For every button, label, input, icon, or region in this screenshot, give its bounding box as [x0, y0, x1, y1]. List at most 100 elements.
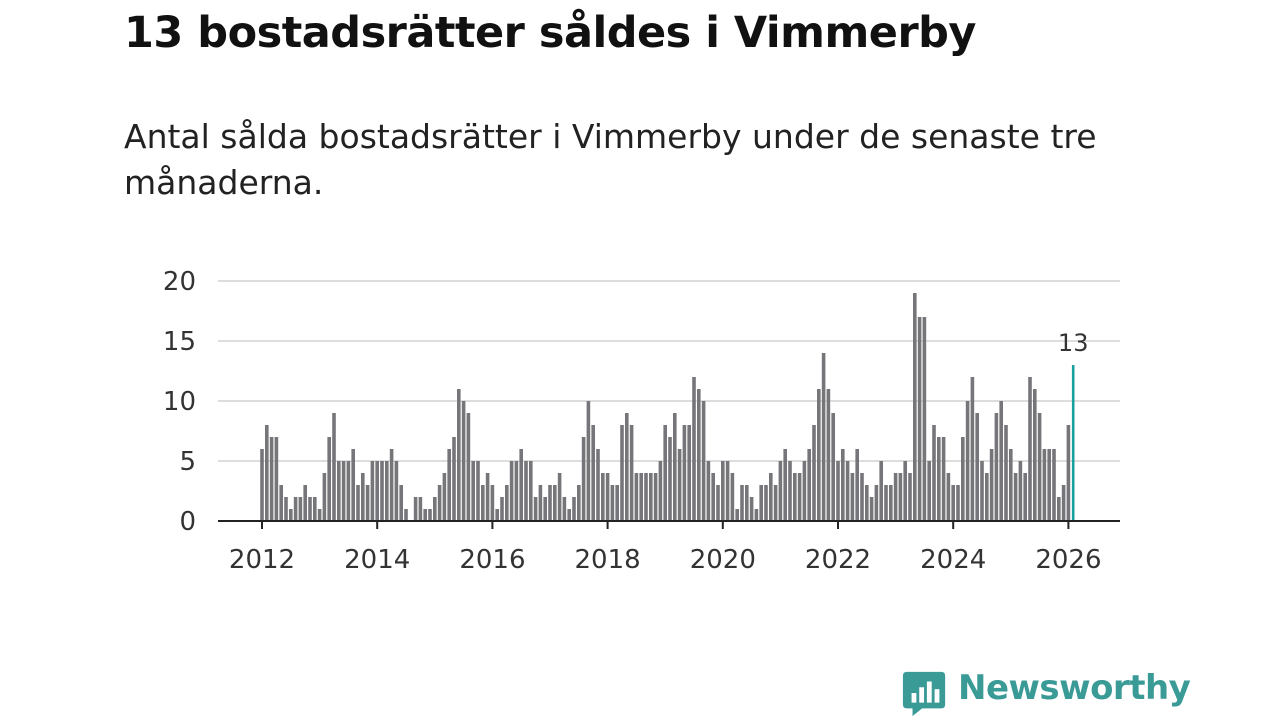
- bar: [605, 473, 610, 521]
- bar: [389, 449, 394, 521]
- x-tick-label: 2026: [1035, 545, 1101, 575]
- y-tick-label: 10: [163, 387, 196, 417]
- bar: [845, 461, 850, 521]
- bar: [1037, 413, 1042, 521]
- bar: [509, 461, 514, 521]
- bar: [913, 293, 917, 521]
- bar: [433, 497, 437, 521]
- bar: [850, 473, 855, 521]
- x-tick-label: 2018: [575, 545, 641, 575]
- bar: [793, 473, 797, 521]
- bar: [663, 425, 667, 521]
- bar: [1066, 425, 1071, 521]
- newsworthy-logo-icon: [902, 671, 946, 717]
- bar: [269, 437, 274, 521]
- bar: [625, 413, 629, 521]
- bar: [538, 485, 543, 521]
- bar: [557, 473, 562, 521]
- bar: [937, 437, 941, 521]
- bar: [956, 485, 960, 521]
- highlight-value-label: 13: [1058, 329, 1089, 357]
- bar: [341, 461, 346, 521]
- bar: [730, 473, 735, 521]
- bar: [639, 473, 643, 521]
- chart-subtitle: Antal sålda bostadsrätter i Vimmerby und…: [124, 117, 1097, 202]
- bar: [903, 461, 907, 521]
- bar: [759, 485, 763, 521]
- bar: [783, 449, 787, 521]
- bar: [1052, 449, 1056, 521]
- bar: [1013, 473, 1018, 521]
- bar: [869, 497, 874, 521]
- bar: [466, 413, 471, 521]
- bar: [927, 461, 931, 521]
- bar: [490, 485, 495, 521]
- bar: [620, 425, 624, 521]
- y-tick-label: 15: [163, 327, 196, 357]
- bar: [577, 485, 581, 521]
- bar: [437, 485, 442, 521]
- y-tick-label: 0: [179, 507, 196, 537]
- bar: [922, 317, 927, 521]
- y-tick-label: 20: [163, 267, 196, 297]
- bar: [764, 485, 768, 521]
- bar: [346, 461, 351, 521]
- brand-name: Newsworthy: [958, 668, 1191, 708]
- x-tick-label: 2012: [229, 545, 295, 575]
- bar: [826, 389, 831, 521]
- x-tick-label: 2024: [920, 545, 986, 575]
- bar: [303, 485, 307, 521]
- bar: [965, 401, 970, 521]
- bar: [644, 473, 648, 521]
- chart-title: 13 bostadsrätter såldes i Vimmerby: [124, 8, 976, 58]
- bar: [365, 485, 370, 521]
- bar: [1028, 377, 1032, 521]
- bar: [855, 449, 859, 521]
- bar: [524, 461, 528, 521]
- bar: [716, 485, 720, 521]
- bar: [399, 485, 403, 521]
- bar: [322, 473, 327, 521]
- bar: [327, 437, 331, 521]
- bar: [701, 401, 706, 521]
- bar: [332, 413, 336, 521]
- bar: [725, 461, 730, 521]
- bar: [985, 473, 989, 521]
- bar: [860, 473, 864, 521]
- bar: [567, 509, 571, 521]
- bar: [581, 437, 586, 521]
- bar: [442, 473, 447, 521]
- bar: [668, 437, 672, 521]
- bar: [874, 485, 879, 521]
- bar: [797, 473, 802, 521]
- bar: [898, 473, 903, 521]
- bar: [298, 497, 303, 521]
- bar: [413, 497, 418, 521]
- bar: [893, 473, 898, 521]
- bar: [562, 497, 567, 521]
- bar: [572, 497, 576, 521]
- bar: [749, 497, 754, 521]
- bar: [773, 485, 778, 521]
- bar: [682, 425, 687, 521]
- x-tick-label: 2022: [805, 545, 871, 575]
- bar: [970, 377, 975, 521]
- bar: [1004, 425, 1008, 521]
- bar: [274, 437, 279, 521]
- bar: [802, 461, 807, 521]
- x-tick-label: 2016: [459, 545, 525, 575]
- gridlines: [218, 280, 1120, 462]
- bar: [601, 473, 605, 521]
- bar: [293, 497, 298, 521]
- bar-chart: 0 5 10 15 20 2012 2014 2016 2018 2020 2022 2024 2026…: [163, 267, 1120, 575]
- bar: [1061, 485, 1066, 521]
- bar: [879, 461, 883, 521]
- bar: [514, 461, 519, 521]
- bar: [313, 497, 317, 521]
- bar: [841, 449, 845, 521]
- bar: [721, 461, 725, 521]
- bar: [284, 497, 288, 521]
- bar: [308, 497, 312, 521]
- bar: [1018, 461, 1023, 521]
- bar: [831, 413, 835, 521]
